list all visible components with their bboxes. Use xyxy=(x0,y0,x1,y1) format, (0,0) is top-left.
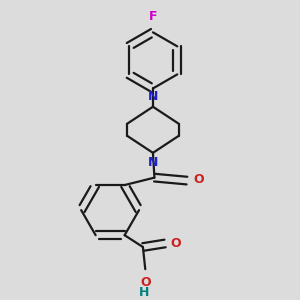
Text: O: O xyxy=(170,237,181,250)
Text: N: N xyxy=(148,90,158,103)
Text: O: O xyxy=(194,173,204,187)
Text: F: F xyxy=(149,10,157,23)
Text: H: H xyxy=(139,286,149,299)
Text: O: O xyxy=(140,276,151,289)
Text: N: N xyxy=(148,156,158,170)
